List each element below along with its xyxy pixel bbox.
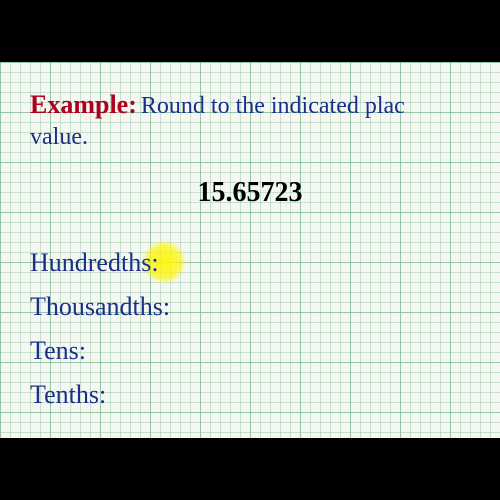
place-hundredths: Hundredths:: [30, 248, 170, 278]
place-thousandths: Thousandths:: [30, 292, 170, 322]
instruction-line2: value.: [30, 124, 88, 150]
place-tenths: Tenths:: [30, 380, 170, 410]
place-value-list: Hundredths: Thousandths: Tens: Tenths:: [30, 248, 170, 424]
header: Example: Round to the indicated plac val…: [30, 88, 500, 153]
decimal-number: 15.65723: [0, 177, 500, 209]
place-tens: Tens:: [30, 336, 170, 366]
slide: Example: Round to the indicated plac val…: [0, 62, 500, 438]
example-label: Example:: [30, 90, 137, 119]
instruction-line1: Round to the indicated plac: [141, 93, 405, 119]
